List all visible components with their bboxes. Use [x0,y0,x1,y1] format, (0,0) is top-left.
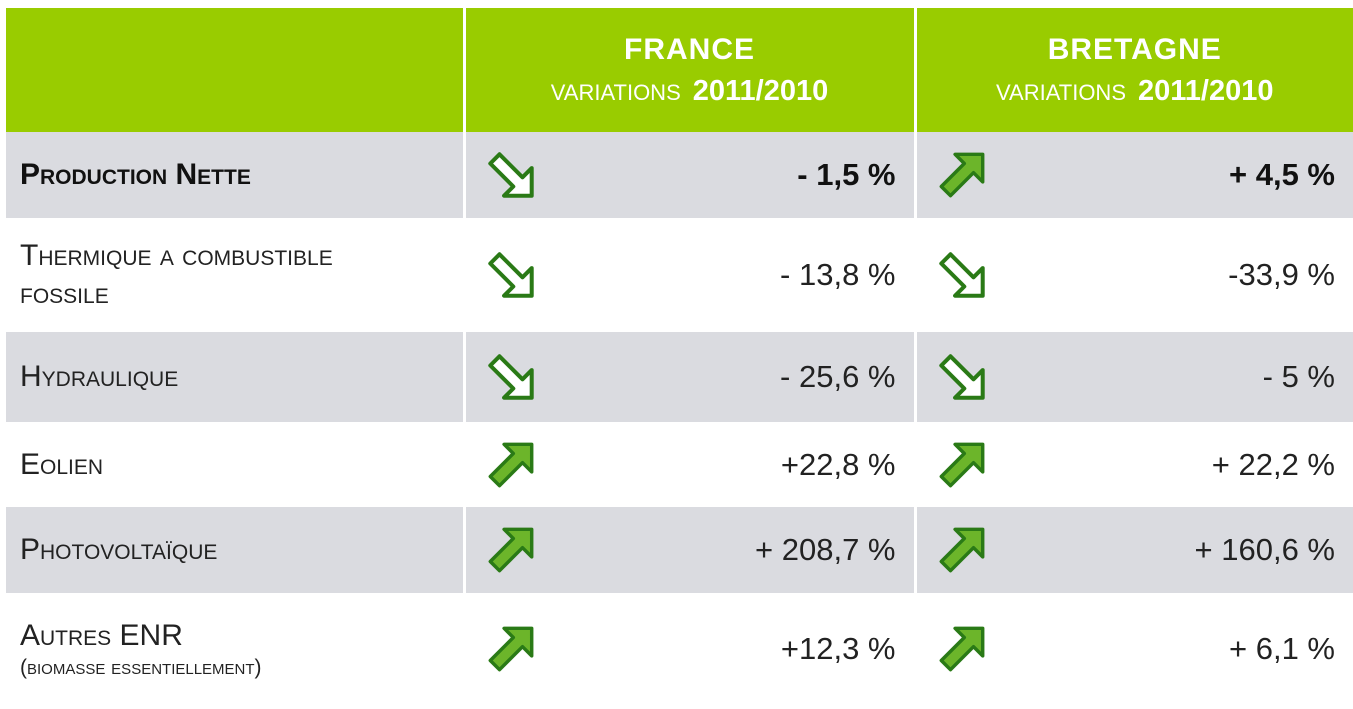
value: -33,9 % [995,218,1353,332]
row-label-cell: Autres ENR (biomasse essentiellement) [6,593,466,704]
row: Hydraulique - 25,6 % - 5 % [6,332,1353,422]
row: Photovoltaïque + 208,7 % + 160,6 % [6,507,1353,593]
value: - 13,8 % [544,218,917,332]
value: + 6,1 % [995,593,1353,704]
arrow-up [939,527,985,573]
value: + 160,6 % [995,507,1353,593]
arrow-down [488,252,534,298]
header-period: 2011/2010 [1138,74,1274,107]
value: +22,8 % [544,422,917,507]
row-note: (biomasse essentiellement) [20,655,262,679]
arrow-cell [915,332,995,422]
row-label: Production Nette [6,132,466,218]
value: - 1,5 % [544,132,917,218]
row-label: Photovoltaïque [6,507,466,593]
arrow-cell [464,507,544,593]
header-cell: BRETAGNE VARIATIONS 2011/2010 [915,8,1353,132]
table-container: FRANCE VARIATIONS 2011/2010 BRETAGNE VARI… [6,8,1353,704]
value: + 208,7 % [544,507,917,593]
arrow-up [939,442,985,488]
arrow-up [488,626,534,672]
value: - 5 % [995,332,1353,422]
row: Production Nette - 1,5 % + 4,5 % [6,132,1353,218]
row: Thermique a combustible fossile - 13,8 %… [6,218,1353,332]
arrow-cell [464,132,544,218]
table: FRANCE VARIATIONS 2011/2010 BRETAGNE VARI… [6,8,1353,704]
arrow-cell [915,593,995,704]
arrow-cell [464,422,544,507]
arrow-up [939,152,985,198]
row: Eolien +22,8 % + 22,2 % [6,422,1353,507]
value: +12,3 % [544,593,917,704]
arrow-down [939,252,985,298]
value: + 22,2 % [995,422,1353,507]
header-name: FRANCE [624,32,755,66]
header-name: BRETAGNE [1047,32,1222,66]
row-label: Eolien [6,422,466,507]
arrow-up [488,527,534,573]
arrow-cell [915,507,995,593]
header-sub: VARIATIONS [550,79,681,105]
header-sub: VARIATIONS [996,79,1126,105]
header-cell: FRANCE VARIATIONS 2011/2010 [464,8,917,132]
row-label: Hydraulique [6,332,466,422]
value: - 25,6 % [544,332,917,422]
arrow-cell [915,132,995,218]
header-row: FRANCE VARIATIONS 2011/2010 BRETAGNE VARI… [6,8,1353,132]
header-empty [6,8,466,132]
row-label: Autres ENR [20,618,183,652]
row-label: Thermique a combustible fossile [20,239,333,310]
arrow-up [939,626,985,672]
arrow-down [488,152,534,198]
row-label-cell: Thermique a combustible fossile [6,218,466,332]
arrow-up [488,442,534,488]
arrow-cell [915,422,995,507]
value: + 4,5 % [995,132,1353,218]
arrow-down [488,354,534,400]
row: Autres ENR (biomasse essentiellement) +12… [6,593,1353,704]
arrow-cell [464,332,544,422]
arrow-cell [915,218,995,332]
arrow-cell [464,218,544,332]
header-period: 2011/2010 [692,74,829,107]
arrow-down [939,354,985,400]
arrow-cell [464,593,544,704]
